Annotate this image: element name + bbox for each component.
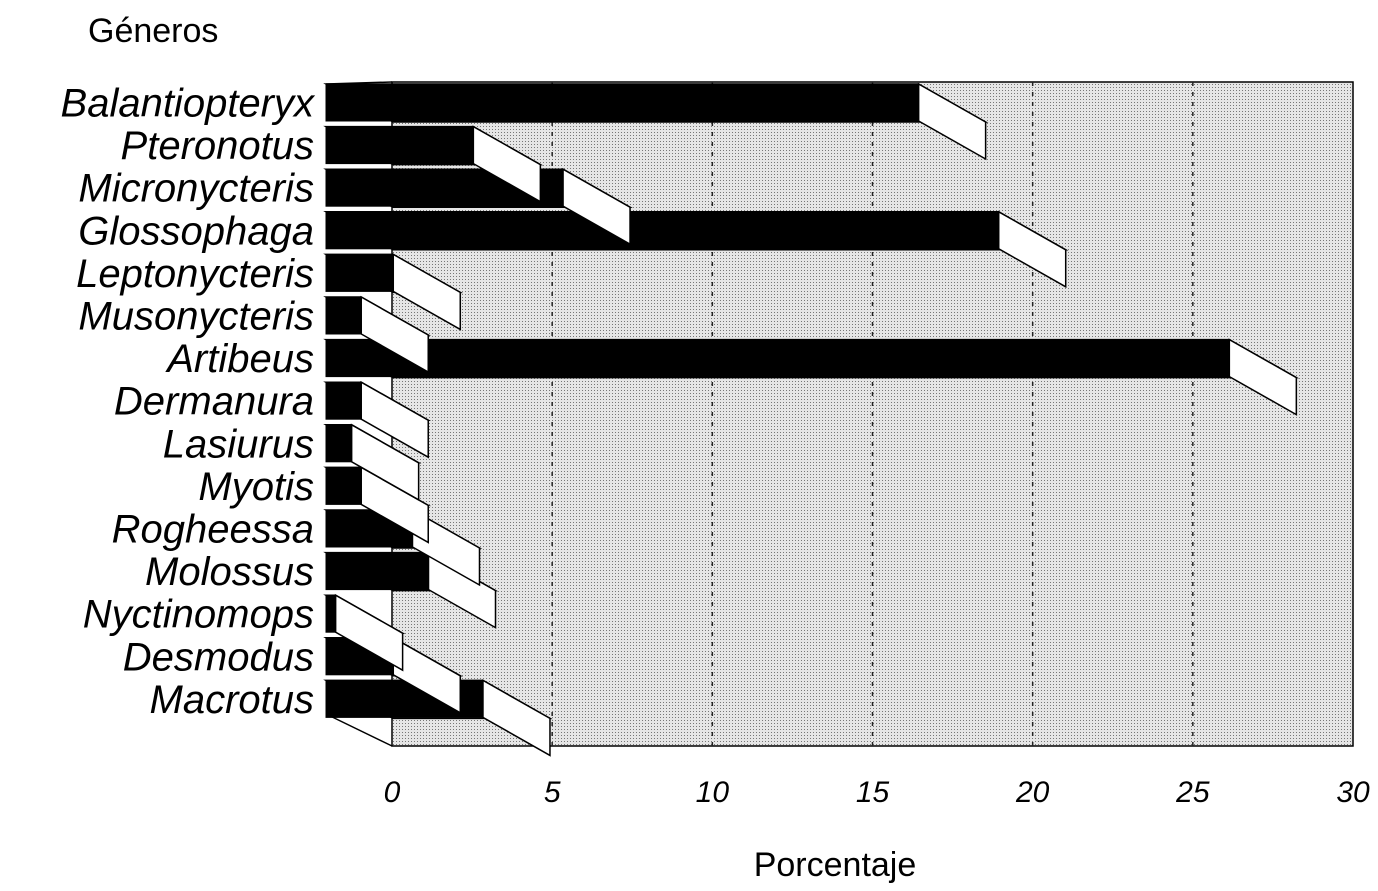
bar — [323, 82, 989, 161]
x-tick-label: 15 — [856, 776, 890, 809]
bar-front-face — [325, 296, 362, 335]
category-label: Artibeus — [165, 337, 314, 381]
category-label: Rogheessa — [112, 508, 314, 552]
bar — [323, 295, 432, 374]
bar — [323, 551, 499, 629]
bar-front-face — [325, 253, 394, 292]
bar-front-face — [325, 466, 362, 505]
bar — [323, 167, 633, 246]
category-label: Nyctinomops — [83, 593, 314, 637]
category-label: Macrotus — [150, 678, 315, 722]
x-tick-label: 5 — [544, 776, 561, 809]
bar — [323, 210, 1069, 289]
x-tick-label: 20 — [1015, 776, 1050, 809]
category-label: Glossophaga — [78, 209, 314, 253]
x-tick-label: 10 — [696, 776, 730, 809]
bar-front-face — [325, 594, 337, 633]
bar — [323, 466, 432, 544]
category-label: Balantiopteryx — [61, 82, 316, 126]
bar — [323, 338, 1300, 416]
x-tick-label: 25 — [1175, 776, 1210, 809]
bar-front-face — [325, 126, 474, 165]
bar-front-face — [325, 424, 353, 463]
bar-front-face — [325, 509, 413, 548]
category-label: Myotis — [198, 465, 314, 509]
bar-front-face — [325, 83, 920, 122]
bar-front-face — [325, 381, 362, 420]
category-label: Dermanura — [114, 380, 314, 424]
bar — [323, 253, 464, 331]
x-tick-label: 0 — [384, 776, 401, 809]
bar-front-face — [325, 552, 430, 591]
category-label: Leptonycteris — [76, 252, 314, 296]
category-label: Lasiurus — [163, 422, 314, 466]
x-axis-title: Porcentaje — [754, 846, 917, 884]
bar-front-face — [325, 211, 1000, 250]
bar-front-face — [325, 339, 1230, 378]
bar — [323, 380, 432, 459]
bar — [323, 508, 483, 587]
bar — [323, 593, 406, 672]
category-label: Musonycteris — [78, 295, 314, 339]
bar — [323, 423, 422, 502]
category-label: Pteronotus — [121, 124, 314, 168]
y-axis-title: Géneros — [88, 12, 218, 50]
bar — [323, 125, 544, 203]
x-tick-label: 30 — [1336, 776, 1370, 809]
category-label: Molossus — [145, 550, 314, 594]
category-label: Desmodus — [123, 635, 314, 679]
category-label: Micronycteris — [78, 167, 314, 211]
